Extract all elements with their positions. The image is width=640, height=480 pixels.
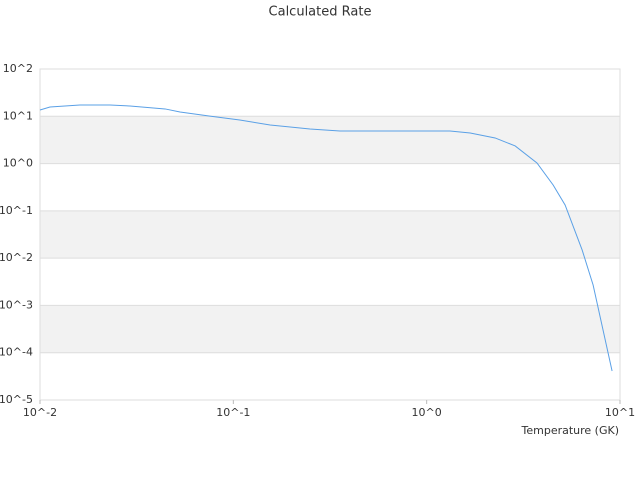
grid-band: [40, 210, 620, 259]
y-tick-label: 10^-5: [0, 393, 33, 406]
x-axis-title: Temperature (GK): [521, 424, 620, 437]
bands: [40, 116, 620, 353]
x-tick-label: 10^0: [412, 406, 442, 419]
y-tick-label: 10^0: [3, 157, 33, 170]
y-tick-label: 10^2: [3, 62, 33, 75]
grid-band: [40, 116, 620, 164]
y-tick-label: 10^-1: [0, 204, 33, 217]
chart-title: Calculated Rate: [269, 5, 372, 20]
y-tick-label: 10^1: [3, 109, 33, 122]
x-tick-label: 10^1: [605, 406, 635, 419]
y-tick-label: 10^-3: [0, 298, 33, 311]
y-tick-label: 10^-2: [0, 251, 33, 264]
data-line: [39, 104, 613, 372]
grid-band: [40, 305, 620, 353]
y-tick-label: 10^-4: [0, 346, 33, 359]
x-tick-label: 10^-2: [23, 406, 57, 419]
x-tick-label: 10^-1: [216, 406, 250, 419]
